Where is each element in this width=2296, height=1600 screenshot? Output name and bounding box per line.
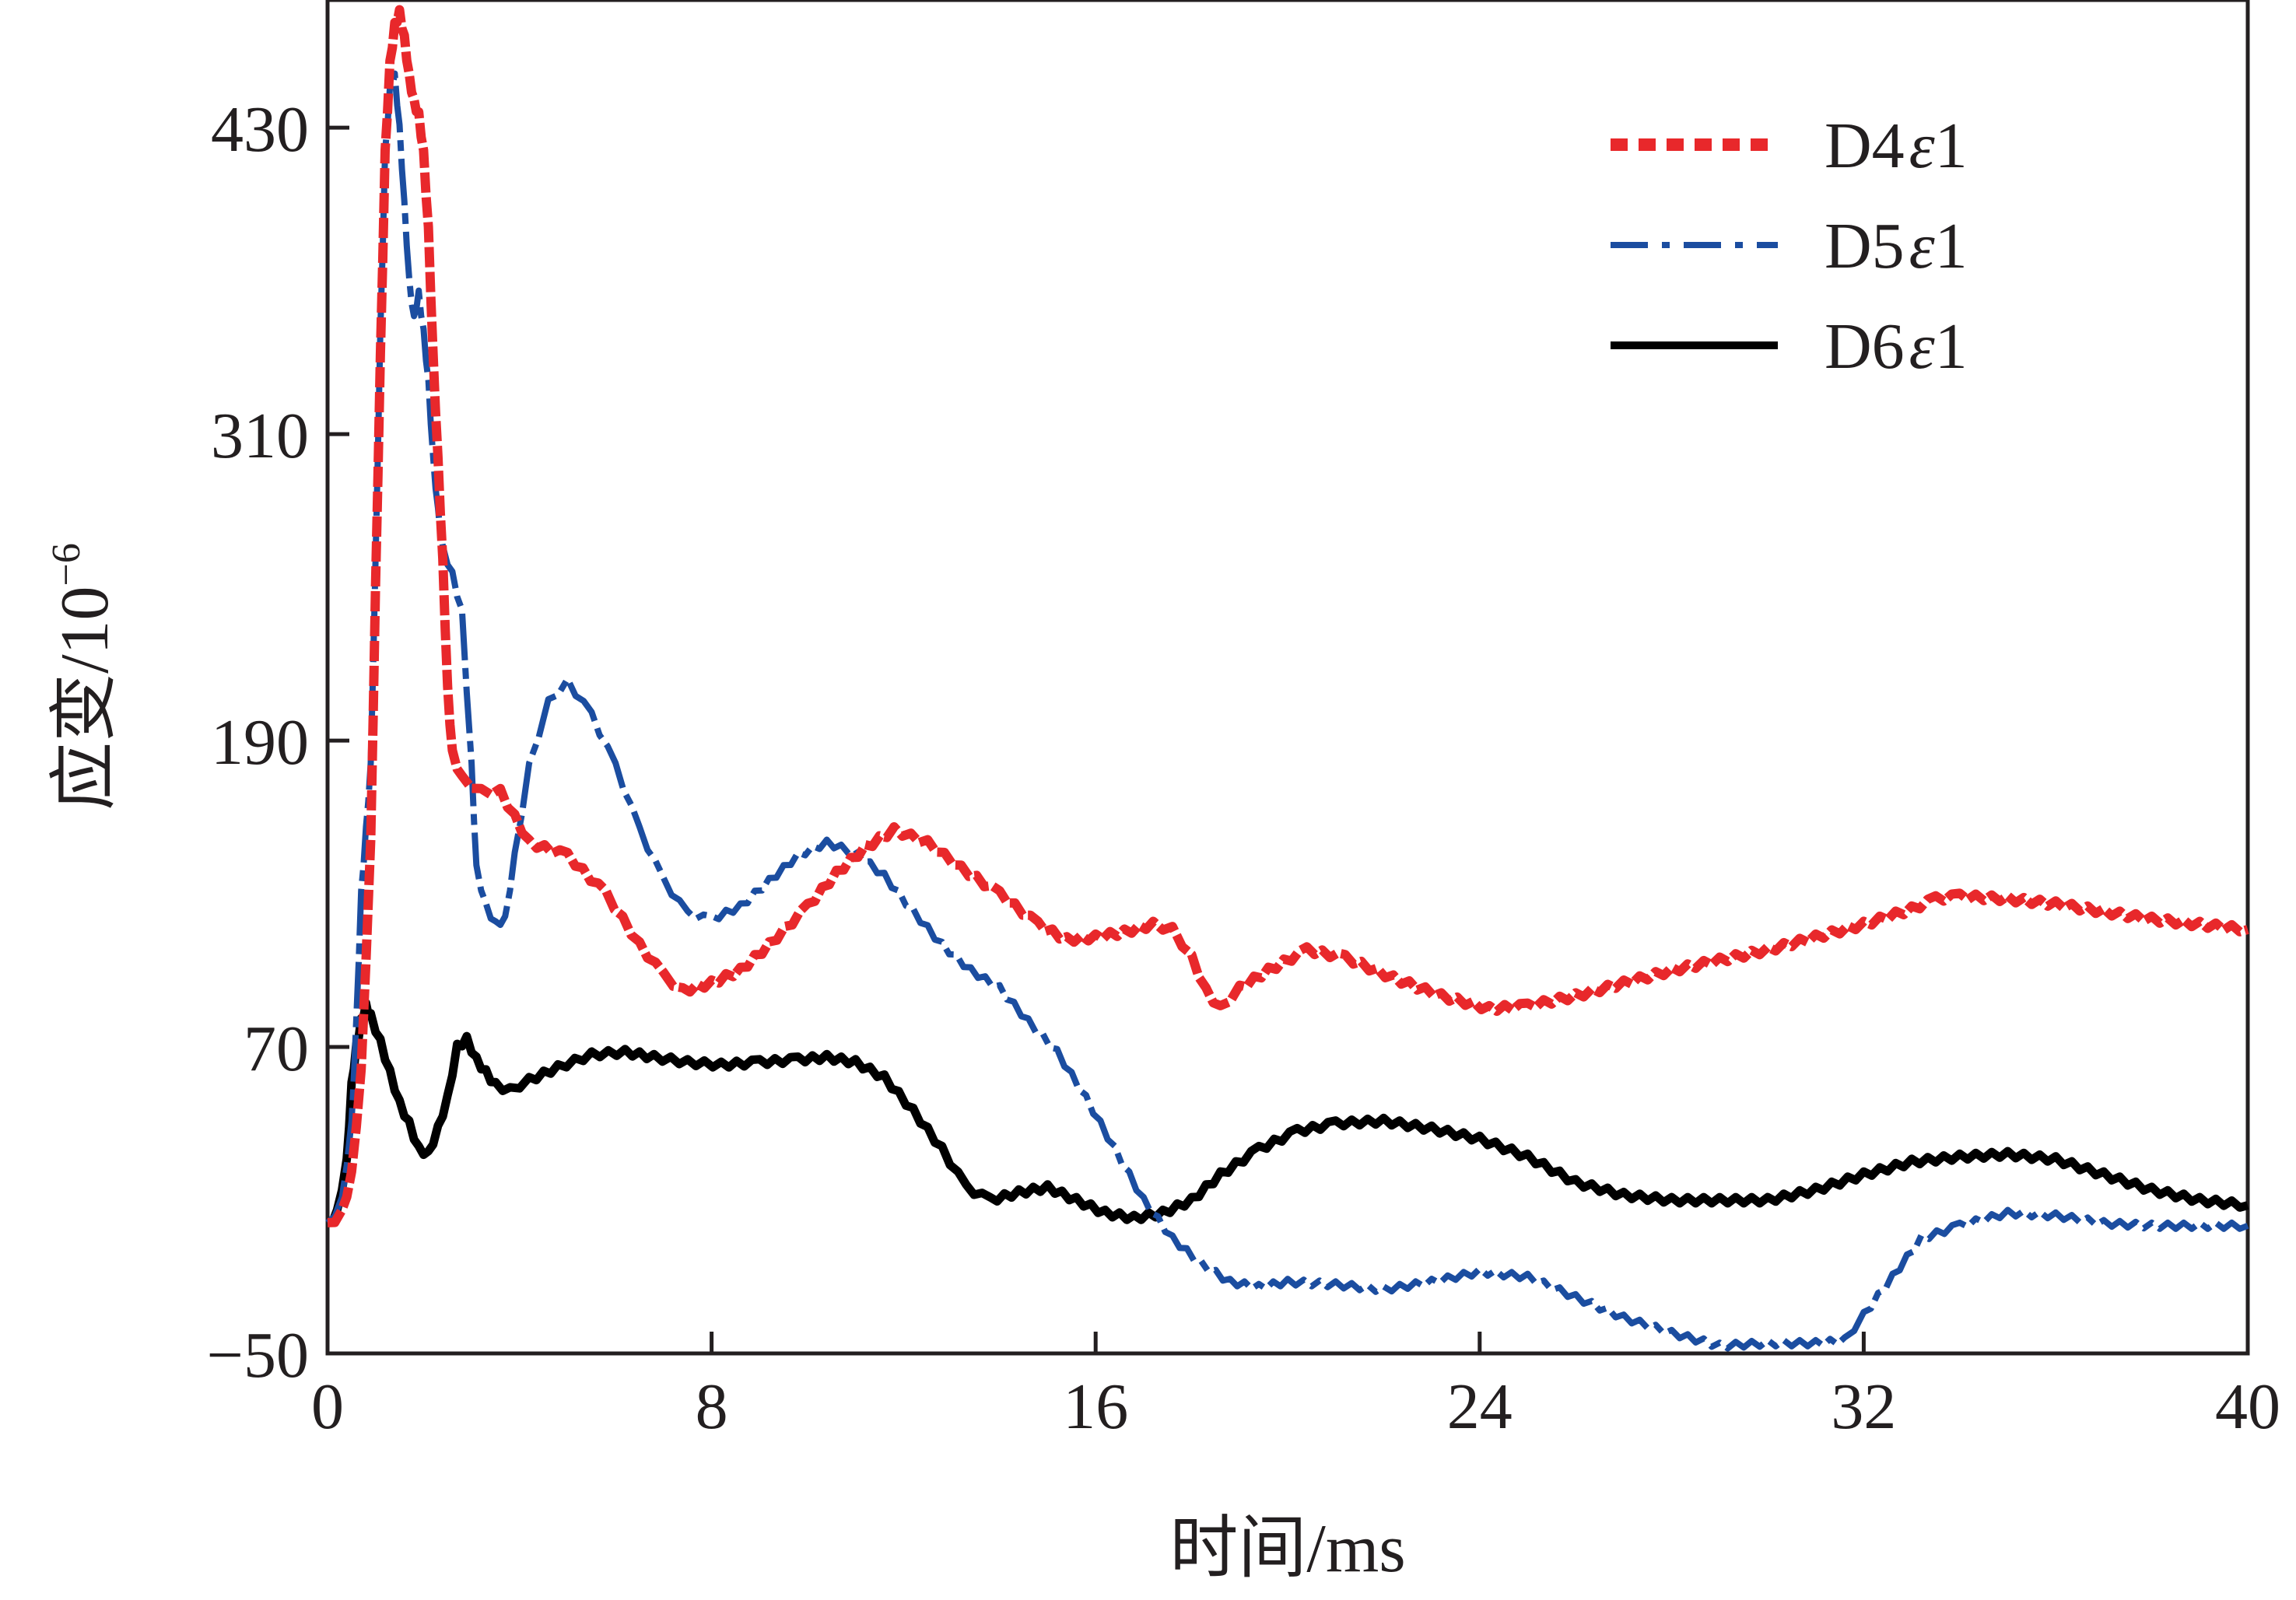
y-tick-label: −50 [207,1319,309,1392]
x-tick-label: 16 [1063,1371,1128,1443]
svg-text:D5ε1: D5ε1 [1825,210,1968,282]
x-tick-label: 8 [696,1371,728,1443]
legend-item-d6: D6ε1 [1611,310,1968,383]
y-axis-title: 应变/10−6 [44,543,123,811]
y-tick-label: 190 [211,706,309,779]
legend-item-d4: D4ε1 [1611,110,1968,182]
x-tick-label: 0 [311,1371,344,1443]
y-axis-title-main: 应变/10 [47,586,123,810]
legend: D4ε1 D5ε1 D6ε1 [1611,110,1968,383]
series-line-d5 [325,70,2249,1352]
y-tick-label: 430 [211,93,309,166]
x-tick-label: 24 [1447,1371,1513,1443]
x-ticks: 0 8 16 24 32 40 [311,1332,2280,1443]
y-axis-title-exponent: −6 [44,543,89,586]
svg-text:D4ε1: D4ε1 [1825,110,1968,182]
series-line-d6 [327,999,2249,1227]
svg-text:应变/10−6: 应变/10−6 [44,543,123,811]
legend-label-d5-suffix: 1 [1935,210,1968,282]
legend-label-d4-main: D4 [1825,110,1905,182]
y-ticks: −50 70 190 310 430 [207,93,349,1392]
x-tick-label: 32 [1831,1371,1896,1443]
legend-label-d6-suffix: 1 [1935,310,1968,383]
legend-label-d6-eps: ε [1909,310,1936,383]
legend-label-d4-eps: ε [1909,110,1936,182]
x-axis-title: 时间/ms [1169,1511,1405,1587]
plot-frame [325,0,2250,1356]
legend-label-d6-main: D6 [1825,310,1905,383]
y-tick-label: 70 [244,1013,309,1085]
x-tick-label: 40 [2215,1371,2280,1443]
legend-label-d5-main: D5 [1825,210,1905,282]
series-line-d4 [327,5,2249,1227]
svg-text:D6ε1: D6ε1 [1825,310,1968,383]
legend-item-d5: D5ε1 [1611,210,1968,282]
series-layer [325,5,2249,1352]
y-tick-label: 310 [211,400,309,472]
legend-label-d4-suffix: 1 [1935,110,1968,182]
legend-label-d5-eps: ε [1909,210,1936,282]
